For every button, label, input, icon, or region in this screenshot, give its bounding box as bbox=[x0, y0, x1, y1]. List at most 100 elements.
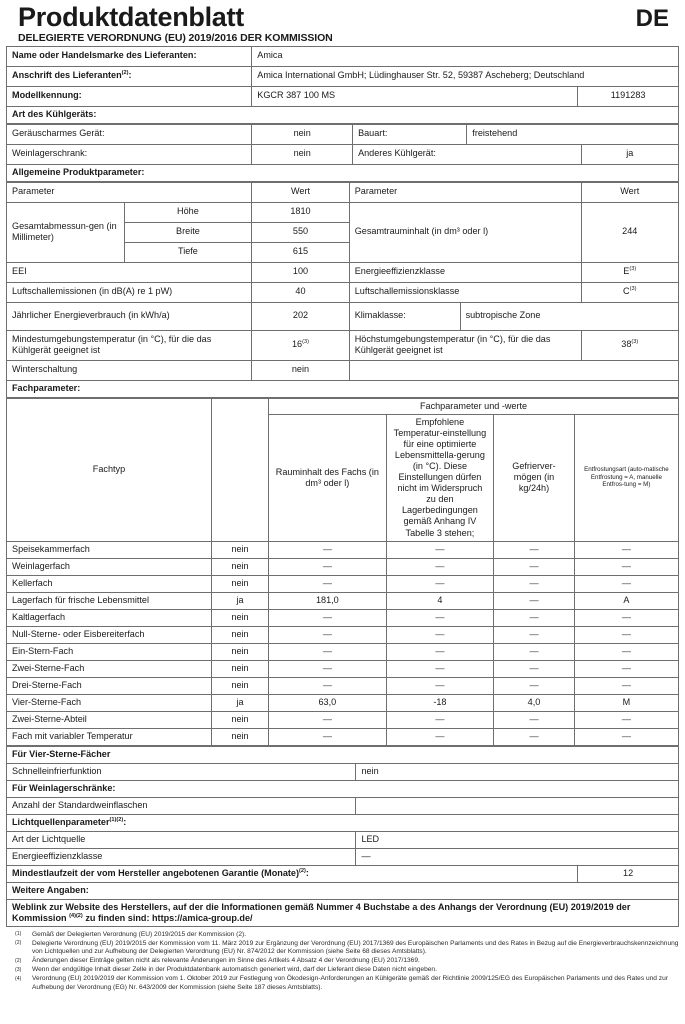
compartment-defrost: — bbox=[573, 642, 680, 661]
table-row: Für Vier-Sterne-Fächer bbox=[6, 745, 679, 764]
light-type-label: Art der Lichtquelle bbox=[5, 830, 357, 849]
compartment-type: Vier-Sterne-Fach bbox=[6, 693, 212, 712]
compartment-volume: — bbox=[268, 676, 387, 695]
fast-freeze-value: nein bbox=[355, 762, 679, 781]
eei-label: EEI bbox=[5, 261, 253, 283]
compartment-type: Zwei-Sterne-Fach bbox=[6, 659, 212, 678]
bottles-value bbox=[355, 796, 679, 815]
compartment-present: ja bbox=[210, 693, 270, 712]
table-row: EEI 100 Energieeffizienzklasse E(3) bbox=[5, 261, 680, 283]
compartment-freezing: — bbox=[493, 540, 575, 559]
table-row: Kellerfach nein — — — — bbox=[6, 574, 680, 593]
col-parameter-left: Parameter bbox=[5, 181, 253, 203]
col-compartment-temperature: Empfohlene Temperatur-einstellung für ei… bbox=[385, 413, 495, 542]
light-type-value: LED bbox=[355, 830, 679, 849]
list-item: (1) Gemäß der Delegierten Verordnung (EU… bbox=[10, 931, 679, 939]
compartment-freezing: — bbox=[493, 557, 575, 576]
compartment-volume: — bbox=[268, 659, 387, 678]
footnote-text: Änderungen dieser Einträge gelten nicht … bbox=[32, 957, 420, 965]
table-row: Drei-Sterne-Fach nein — — — — bbox=[6, 676, 680, 695]
winter-mode-label: Winterschaltung bbox=[5, 359, 253, 381]
compartment-temperature: — bbox=[385, 710, 495, 729]
compartment-present: nein bbox=[210, 540, 270, 559]
min-temp-value: 16(3) bbox=[251, 329, 350, 361]
compartment-freezing: — bbox=[493, 642, 575, 661]
wine-cabinet-value: nein bbox=[251, 143, 354, 165]
manufacturer-weblink[interactable]: Weblink zur Website des Herstellers, auf… bbox=[6, 898, 679, 927]
compartment-temperature: 4 bbox=[385, 591, 495, 610]
language-code: DE bbox=[635, 5, 669, 33]
compartment-temperature: — bbox=[385, 727, 495, 746]
compartment-temperature: — bbox=[385, 676, 495, 695]
compartment-volume: — bbox=[268, 574, 387, 593]
table-row: Mindestlaufzeit der vom Hersteller angeb… bbox=[5, 864, 679, 883]
footnote-marker: (1) bbox=[15, 931, 22, 938]
winter-mode-empty bbox=[348, 359, 680, 381]
compartment-type: Ein-Stern-Fach bbox=[6, 642, 212, 661]
compartment-defrost: — bbox=[573, 659, 680, 678]
compartment-present: nein bbox=[210, 625, 270, 644]
table-row: Speisekammerfach nein — — — — bbox=[6, 540, 680, 559]
compartment-type: Null-Sterne- oder Eisbereiterfach bbox=[6, 625, 212, 644]
compartments-section: Fachparameter: bbox=[6, 379, 679, 398]
compartment-temperature: — bbox=[385, 642, 495, 661]
compartment-volume: 181,0 bbox=[268, 591, 387, 610]
table-row: Fachparameter: bbox=[6, 379, 679, 398]
wine-cabinet-section: Für Weinlagerschränke: bbox=[6, 779, 679, 798]
footnote-marker: (3) bbox=[15, 966, 22, 973]
list-item: (2) Delegierte Verordnung (EU) 2019/2015… bbox=[10, 940, 679, 957]
compartment-present: nein bbox=[210, 659, 270, 678]
compartment-volume: — bbox=[268, 625, 387, 644]
compartment-temperature: -18 bbox=[385, 693, 495, 712]
footnote-marker: (2) bbox=[15, 957, 22, 964]
list-item: (4) Verordnung (EU) 2019/2019 der Kommis… bbox=[10, 975, 679, 992]
compartment-temperature: — bbox=[385, 574, 495, 593]
winter-mode-value: nein bbox=[251, 359, 350, 381]
table-row: Anschrift des Lieferanten(2): Amica Inte… bbox=[5, 65, 679, 87]
light-source-section: Lichtquellenparameter(1)(2): bbox=[6, 813, 679, 832]
table-row: Fachtyp Fachparameter und -werte bbox=[6, 397, 679, 542]
table-row: Anzahl der Standardweinflaschen bbox=[5, 796, 679, 815]
compartment-volume: — bbox=[268, 540, 387, 559]
compartment-type: Kellerfach bbox=[6, 574, 212, 593]
supplier-table: Name oder Handelsmarke des Lieferanten: … bbox=[5, 45, 679, 124]
compartment-freezing: — bbox=[493, 710, 575, 729]
table-row: Zwei-Sterne-Abteil nein — — — — bbox=[6, 710, 680, 729]
table-row: Geräuscharmes Gerät: nein Bauart: freist… bbox=[5, 123, 679, 145]
document-header: Produktdatenblatt DE bbox=[6, 3, 679, 33]
fast-freeze-label: Schnelleinfrierfunktion bbox=[5, 762, 357, 781]
general-params-section: Allgemeine Produktparameter: bbox=[6, 163, 679, 182]
compartment-freezing: — bbox=[493, 727, 575, 746]
compartments-table: Fachtyp Fachparameter und -werte Rauminh… bbox=[6, 397, 680, 746]
compartment-defrost: — bbox=[573, 608, 680, 627]
width-value: 550 bbox=[251, 221, 350, 243]
compartment-type: Zwei-Sterne-Abteil bbox=[6, 710, 212, 729]
compartment-volume: — bbox=[268, 710, 387, 729]
appliance-type-section: Art des Kühlgeräts: bbox=[6, 105, 679, 124]
col-defrost-type: Entfrostungsart (auto-matische Entfrostu… bbox=[573, 413, 680, 542]
table-row: Gesamtabmessun-gen (in Millimeter) Höhe … bbox=[6, 201, 680, 263]
compartment-present: nein bbox=[210, 642, 270, 661]
supplier-name-label: Name oder Handelsmarke des Lieferanten: bbox=[5, 45, 253, 67]
compartment-defrost: — bbox=[573, 676, 680, 695]
other-appliance-label: Anderes Kühlgerät: bbox=[352, 143, 582, 165]
table-row: Für Weinlagerschränke: bbox=[6, 779, 679, 798]
table-row: Rauminhalt des Fachs (in dm³ oder l) Emp… bbox=[7, 413, 680, 542]
dimensions-label: Gesamtabmessun-gen (in Millimeter) bbox=[6, 201, 125, 263]
compartment-defrost: A bbox=[573, 591, 680, 610]
compartment-present: nein bbox=[210, 727, 270, 746]
footnote-text: Verordnung (EU) 2019/2019 der Kommission… bbox=[32, 975, 668, 991]
list-item: (3) Wenn der endgültige Inhalt dieser Ze… bbox=[10, 966, 679, 974]
table-row: Art des Kühlgeräts: bbox=[6, 105, 679, 124]
compartment-volume: — bbox=[268, 727, 387, 746]
model-value: KGCR 387 100 MS bbox=[251, 85, 579, 107]
table-row: Art der Lichtquelle LED bbox=[5, 830, 679, 849]
compartment-temperature: — bbox=[385, 557, 495, 576]
compartment-temperature: — bbox=[385, 608, 495, 627]
footnote-marker: (4) bbox=[15, 975, 22, 982]
compartment-temperature: — bbox=[385, 659, 495, 678]
col-value-left: Wert bbox=[251, 181, 350, 203]
compartment-present: nein bbox=[210, 557, 270, 576]
compartment-freezing: — bbox=[493, 676, 575, 695]
wine-cabinet-label: Weinlagerschrank: bbox=[5, 143, 253, 165]
